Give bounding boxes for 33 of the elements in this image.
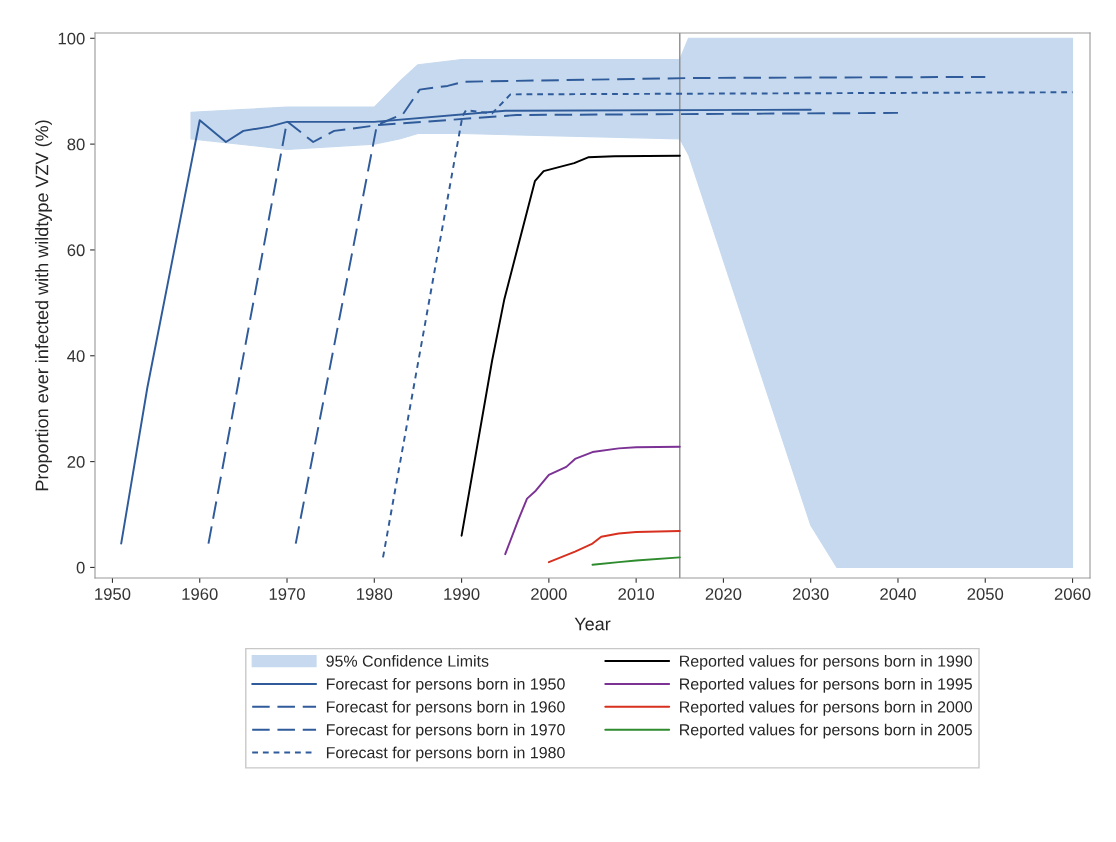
x-tick-label: 2000: [531, 588, 567, 600]
line-series: [460, 154, 681, 537]
x-tick-label: 1950: [95, 588, 131, 600]
y-axis-title: Proportion ever infected with wildtype VZV (%): [35, 120, 52, 491]
legend-label: Reported values for persons born in 1990: [680, 655, 973, 670]
y-tick-label: 0: [76, 561, 85, 574]
legend-label: Forecast for persons born in 1970: [326, 723, 565, 739]
y-tick-label: 20: [67, 455, 85, 468]
x-tick-label: 1960: [182, 588, 218, 600]
x-tick-label: 1980: [357, 588, 393, 600]
y-tick-label: 60: [67, 244, 85, 257]
y-tick-label: 80: [67, 138, 85, 151]
x-tick-label: 2040: [880, 588, 916, 600]
x-tick-label: 2060: [1054, 588, 1091, 600]
x-tick-label: 2050: [967, 588, 1004, 600]
legend-label: 95% Confidence Limits: [326, 655, 489, 667]
legend-label: Forecast for persons born in 1950: [326, 677, 565, 693]
legend-label: Reported values for persons born in 2005: [680, 723, 972, 739]
line-series: [591, 556, 681, 566]
y-tick-label: 40: [67, 350, 85, 362]
legend-label: Forecast for persons born in 1980: [326, 746, 565, 762]
line-series: [547, 529, 681, 564]
legend-label: Forecast for persons born in 1960: [326, 700, 565, 716]
x-tick-label: 1970: [269, 588, 305, 600]
x-tick-label: 1990: [444, 588, 480, 600]
x-tick-label: 2020: [705, 588, 742, 600]
x-tick-label: 2030: [793, 588, 829, 600]
legend-label: Reported values for persons born in 1995: [680, 677, 972, 693]
y-tick-label: 100: [58, 32, 85, 45]
legend-label: Reported values for persons born in 2000: [680, 700, 973, 716]
x-tick-label: 2010: [618, 588, 655, 600]
x-axis-title: Year: [574, 617, 611, 631]
line-series: [504, 445, 681, 556]
